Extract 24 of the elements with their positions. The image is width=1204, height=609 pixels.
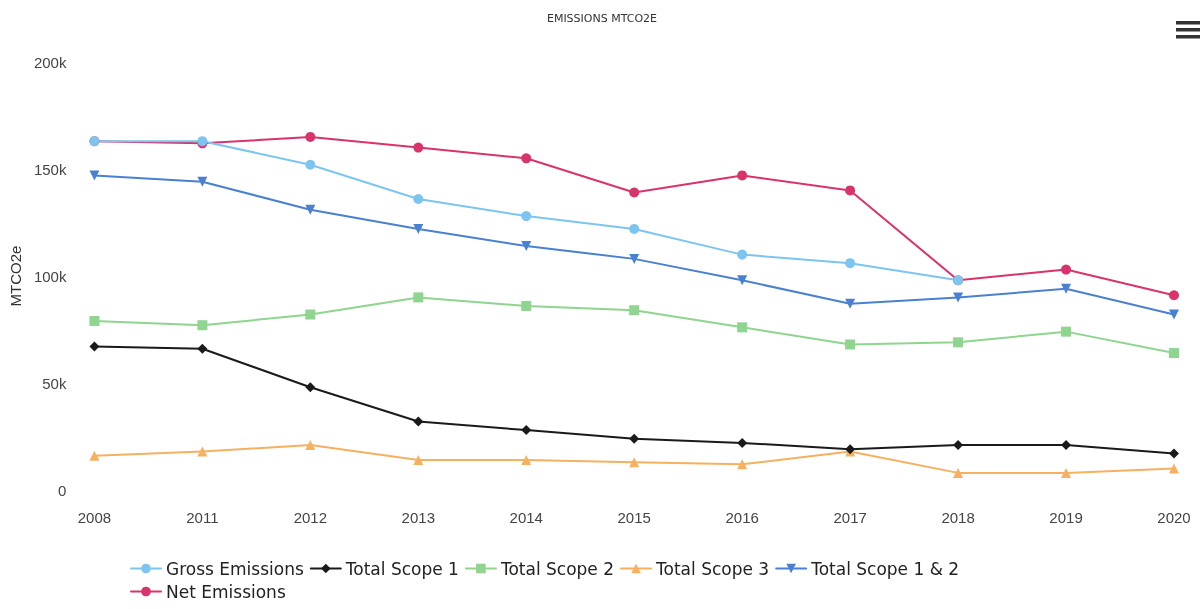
x-tick-label: 2015 bbox=[617, 509, 651, 526]
y-tick-label: 100k bbox=[33, 267, 67, 285]
x-tick-label: 2014 bbox=[509, 509, 543, 526]
y-tick-label: 50k bbox=[42, 374, 67, 392]
x-tick-label: 2018 bbox=[941, 509, 975, 526]
x-tick-label: 2013 bbox=[401, 509, 435, 526]
legend-label: Total Scope 2 bbox=[499, 558, 615, 579]
y-tick-label: 150k bbox=[33, 160, 67, 178]
x-tick-label: 2020 bbox=[1157, 509, 1191, 526]
x-tick-label: 2008 bbox=[77, 509, 112, 526]
legend-label: Total Scope 3 bbox=[655, 558, 770, 579]
y-tick-label: 200k bbox=[33, 53, 67, 71]
x-tick-label: 2016 bbox=[725, 509, 759, 526]
legend-label: Total Scope 1 bbox=[344, 558, 459, 579]
x-tick-label: 2011 bbox=[186, 509, 219, 526]
legend-label: Net Emissions bbox=[166, 581, 286, 602]
y-tick-label: 0 bbox=[58, 481, 67, 499]
chart-title: EMISSIONS MTCO2E bbox=[546, 12, 658, 25]
legend-label: Gross Emissions bbox=[166, 558, 304, 579]
x-tick-label: 2017 bbox=[833, 509, 867, 526]
y-axis-title: MTCO2e bbox=[7, 245, 24, 307]
legend-label: Total Scope 1 & 2 bbox=[810, 558, 960, 579]
x-tick-label: 2012 bbox=[293, 509, 328, 526]
x-tick-label: 2019 bbox=[1049, 509, 1083, 526]
